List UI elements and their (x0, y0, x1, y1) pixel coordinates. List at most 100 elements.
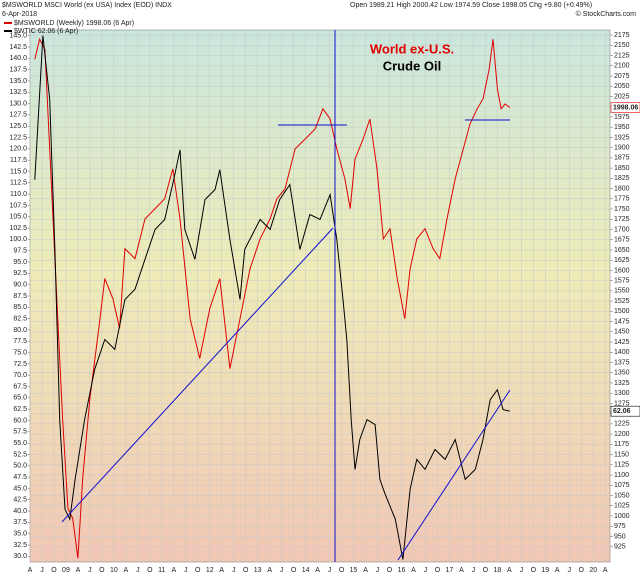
x-tick-label: O (243, 567, 249, 574)
x-tick-label: O (531, 567, 537, 574)
plot-area (29, 29, 611, 563)
y2-tick-label: 1200 (614, 431, 630, 438)
x-tick-label: A (171, 567, 176, 574)
trendline (397, 389, 511, 561)
y-tick-label: 97.5 (13, 248, 27, 255)
y2-tick-label: 1975 (614, 114, 630, 121)
y-tick-label: 112.5 (10, 180, 27, 187)
y2-tick-label: 1325 (614, 380, 630, 387)
x-tick-label: J (88, 567, 92, 574)
y2-tick-label: 1800 (614, 185, 630, 192)
y-tick-label: 137.5 (9, 66, 27, 73)
x-tick-label: O (195, 567, 201, 574)
y2-tick-label: 1925 (614, 134, 630, 141)
x-tick-label: A (124, 567, 129, 574)
annotation: Crude Oil (383, 58, 442, 73)
y-tick-label: 102.5 (9, 225, 27, 232)
y-tick-label: 117.5 (10, 157, 27, 164)
y-tick-label: 42.5 (13, 497, 27, 504)
x-tick-label: 17 (446, 567, 454, 574)
y-tick-label: 100.0 (9, 236, 27, 243)
x-tick-label: A (459, 567, 464, 574)
y2-tick-label: 1400 (614, 349, 630, 356)
y-tick-label: 105.0 (9, 214, 27, 221)
x-tick-label: O (147, 567, 153, 574)
y-tick-label: 62.5 (13, 406, 27, 413)
x-tick-label: O (51, 567, 57, 574)
trendline (61, 227, 334, 523)
y-tick-label: 130.0 (9, 100, 27, 107)
y2-tick-label: 1850 (614, 165, 630, 172)
y-tick-label: 125.0 (9, 123, 27, 130)
y2-tick-label: 2075 (614, 73, 630, 80)
x-tick-label: O (483, 567, 489, 574)
y-tick-label: 90.0 (13, 282, 27, 289)
y2-tick-label: 1350 (614, 370, 630, 377)
y2-tick-label: 1900 (614, 144, 630, 151)
y2-tick-label: 1150 (614, 451, 629, 458)
x-tick-label: J (232, 567, 236, 574)
y-tick-label: 127.5 (9, 112, 27, 119)
x-tick-label: A (363, 567, 368, 574)
x-tick-label: J (136, 567, 140, 574)
y2-tick-label: 950 (614, 533, 626, 540)
y2-tick-label: 1225 (614, 421, 630, 428)
y2-tick-label: 1175 (614, 441, 629, 448)
y-tick-label: 115.0 (10, 168, 27, 175)
y2-tick-label: 1725 (614, 216, 630, 223)
y2-tick-label: 1825 (614, 175, 630, 182)
y-tick-label: 35.0 (13, 531, 27, 538)
last-value-label: 1998.06 (613, 104, 638, 111)
x-tick-label: O (435, 567, 441, 574)
series-line (34, 35, 510, 560)
x-tick-label: J (472, 567, 476, 574)
y-tick-label: 107.5 (9, 202, 27, 209)
y2-tick-label: 1425 (614, 339, 630, 346)
legend-label: $MSWORLD (Weekly) 1998.06 (6 Apr) (14, 20, 134, 27)
y-tick-label: 75.0 (13, 349, 27, 356)
y2-tick-label: 2050 (614, 83, 630, 90)
y2-tick-label: 1700 (614, 226, 630, 233)
last-value-box (610, 405, 640, 417)
source: © StockCharts.com (576, 10, 637, 18)
y2-tick-label: 1500 (614, 308, 630, 315)
y-tick-label: 65.0 (13, 395, 27, 402)
y2-tick-label: 2175 (614, 32, 630, 39)
y2-tick-label: 1475 (614, 318, 630, 325)
y2-tick-label: 1100 (614, 472, 629, 479)
x-tick-label: 10 (110, 567, 118, 574)
y2-tick-label: 1600 (614, 267, 630, 274)
y2-tick-label: 1125 (614, 462, 629, 469)
y-tick-label: 132.5 (9, 89, 27, 96)
y2-tick-label: 2100 (614, 63, 630, 70)
x-tick-label: J (184, 567, 188, 574)
x-tick-label: 12 (206, 567, 214, 574)
x-tick-label: A (603, 567, 608, 574)
y-tick-label: 55.0 (13, 440, 27, 447)
y2-tick-label: 1050 (614, 492, 630, 499)
y-tick-label: 142.5 (9, 44, 27, 51)
x-tick-label: A (267, 567, 272, 574)
y-tick-label: 95.0 (13, 259, 27, 266)
y2-tick-label: 2125 (614, 52, 630, 59)
y-tick-label: 57.5 (13, 429, 27, 436)
y2-tick-label: 1025 (614, 503, 630, 510)
y-tick-label: 50.0 (13, 463, 27, 470)
y2-tick-label: 975 (614, 523, 626, 530)
y-tick-label: 77.5 (13, 338, 27, 345)
y2-tick-label: 1075 (614, 482, 630, 489)
x-tick-label: 16 (398, 567, 406, 574)
y2-tick-label: 1450 (614, 329, 630, 336)
x-tick-label: A (411, 567, 416, 574)
x-tick-label: O (339, 567, 345, 574)
y-tick-label: 82.5 (13, 315, 27, 322)
y2-tick-label: 1525 (614, 298, 630, 305)
y2-tick-label: 2150 (614, 42, 630, 49)
y-tick-label: 87.5 (13, 293, 27, 300)
x-tick-label: J (424, 567, 428, 574)
x-tick-label: J (568, 567, 572, 574)
y-tick-label: 70.0 (13, 372, 27, 379)
trendlines (61, 30, 511, 562)
x-tick-label: 14 (302, 567, 310, 574)
y-tick-label: 40.0 (13, 508, 27, 515)
